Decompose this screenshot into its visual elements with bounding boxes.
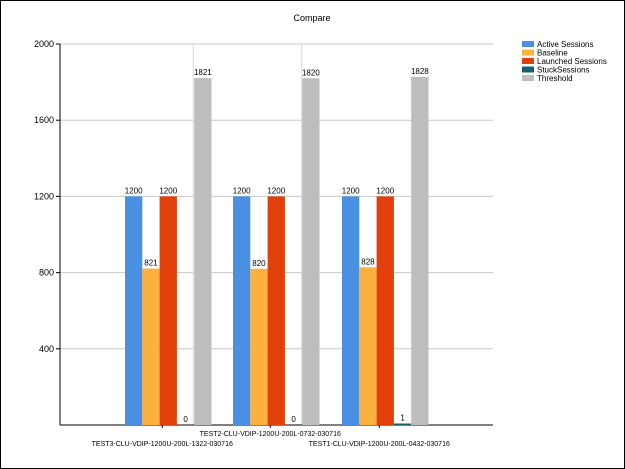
bar [233, 196, 251, 425]
data-labels: 1200 821 1200 0 1821 1200 820 1200 0 1820 1200 828 1… [125, 67, 430, 424]
y-tick-label: 800 [39, 268, 54, 278]
bar [376, 196, 394, 425]
category-label: TEST3-CLU-VDIP-1200U-200L-1322-030716 [92, 441, 233, 448]
legend-swatch [522, 66, 534, 73]
data-label: 1200 [159, 186, 177, 195]
legend-swatch [522, 75, 534, 81]
chart-title: Compare [293, 13, 330, 23]
data-label: 1 [400, 414, 405, 423]
legend-label: Active Sessions [537, 40, 593, 49]
data-label: 1820 [302, 68, 320, 77]
category-label: TEST2-CLU-VDIP-1200U-200L-0732-030716 [200, 431, 341, 438]
category-labels: TEST3-CLU-VDIP-1200U-200L-1322-030716 TES… [92, 425, 450, 448]
bar [302, 78, 320, 425]
bar [159, 196, 177, 425]
bar [125, 196, 143, 425]
data-label: 821 [144, 259, 158, 268]
legend-label: StuckSessions [537, 66, 589, 75]
bar [393, 423, 412, 425]
data-label: 1200 [125, 186, 143, 195]
data-label: 1828 [411, 67, 429, 76]
data-label: 1821 [194, 68, 212, 77]
data-label: 0 [291, 415, 296, 424]
data-label: 820 [252, 259, 266, 268]
legend-swatch [522, 49, 534, 56]
y-tick-label: 2000 [34, 39, 54, 49]
y-tick-label: 1200 [34, 191, 54, 201]
data-label: 1200 [376, 186, 394, 195]
legend-swatch [522, 41, 534, 47]
bar [342, 196, 360, 425]
bar [411, 76, 429, 426]
legend-swatch [522, 58, 534, 64]
category-label: TEST1-CLU-VDIP-1200U-200L-0432-030716 [309, 441, 450, 448]
legend-label: Threshold [537, 74, 573, 83]
bar [359, 267, 377, 425]
legend-label: Baseline [537, 49, 568, 58]
y-tick-label: 400 [39, 344, 54, 354]
y-tick-label: 1600 [34, 115, 54, 125]
data-label: 828 [361, 257, 375, 266]
data-label: 1200 [267, 186, 285, 195]
bar [267, 196, 285, 425]
data-label: 1200 [233, 186, 251, 195]
bar [250, 268, 268, 425]
legend-label: Launched Sessions [537, 57, 607, 66]
data-label: 0 [183, 415, 188, 424]
bar [142, 268, 160, 425]
data-label: 1200 [342, 186, 360, 195]
bars [125, 76, 429, 426]
bar [194, 78, 212, 426]
